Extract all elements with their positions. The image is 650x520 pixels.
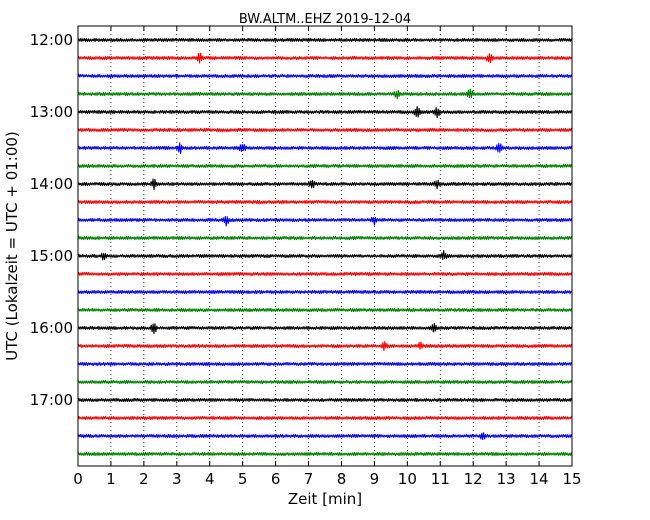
- seismogram-trace: [77, 52, 573, 64]
- seismogram-trace: [77, 397, 573, 403]
- chart-title: BW.ALTM..EHZ 2019-12-04: [239, 12, 411, 27]
- seismogram-trace: [77, 163, 573, 169]
- seismogram-trace: [77, 451, 573, 457]
- seismogram-traces: [77, 37, 573, 457]
- seismogram-trace: [77, 215, 573, 227]
- plot-area: [78, 26, 572, 466]
- x-tick-label: 15: [562, 470, 581, 488]
- x-tick-label: 10: [398, 470, 417, 488]
- y-tick-label: 13:00: [30, 103, 73, 121]
- seismogram-trace: [77, 142, 573, 154]
- seismogram-trace: [77, 250, 573, 261]
- x-tick-label: 5: [238, 470, 248, 488]
- x-tick-label: 6: [271, 470, 281, 488]
- seismogram-trace: [77, 88, 573, 100]
- seismogram-trace: [77, 289, 573, 295]
- x-axis-label: Zeit [min]: [288, 490, 362, 508]
- y-tick-label: 16:00: [30, 319, 73, 337]
- seismogram-trace: [77, 361, 573, 367]
- seismogram-trace: [77, 199, 573, 205]
- seismogram-trace: [77, 379, 573, 385]
- y-tick-label: 17:00: [30, 391, 73, 409]
- seismogram-trace: [77, 178, 573, 191]
- seismogram-trace: [77, 73, 573, 79]
- x-tick-label: 12: [464, 470, 483, 488]
- seismogram-trace: [77, 307, 573, 313]
- x-tick-label: 7: [304, 470, 314, 488]
- seismogram-trace: [77, 415, 573, 421]
- seismogram-trace: [77, 105, 573, 119]
- seismogram-trace: [77, 37, 573, 43]
- y-axis: 12:00 13:00 14:00 15:00 16:00 17:00: [30, 31, 572, 409]
- x-tick-label: 0: [73, 470, 83, 488]
- x-tick-label: 4: [205, 470, 215, 488]
- seismogram-trace: [77, 127, 573, 133]
- seismogram-trace: [77, 322, 573, 335]
- x-tick-label: 3: [172, 470, 182, 488]
- x-tick-label: 13: [497, 470, 516, 488]
- x-tick-label: 11: [431, 470, 450, 488]
- x-tick-label: 14: [530, 470, 549, 488]
- x-tick-label: 1: [106, 470, 116, 488]
- y-tick-label: 14:00: [30, 175, 73, 193]
- seismogram-trace: [77, 271, 573, 277]
- x-tick-label: 9: [370, 470, 380, 488]
- seismogram-trace: [77, 235, 573, 241]
- y-axis-label: UTC (Lokalzeit = UTC + 01:00): [3, 131, 21, 361]
- x-tick-label: 2: [139, 470, 149, 488]
- y-tick-label: 15:00: [30, 247, 73, 265]
- seismogram-trace: [77, 341, 573, 351]
- y-tick-label: 12:00: [30, 31, 73, 49]
- plot-frame: [77, 25, 573, 467]
- grid-lines: [110, 26, 540, 466]
- seismogram-trace: [77, 432, 573, 441]
- x-axis: 0 1 2 3 4 5 6 7 8 9 10 11 12 13 14 15: [73, 26, 582, 488]
- x-tick-label: 8: [337, 470, 347, 488]
